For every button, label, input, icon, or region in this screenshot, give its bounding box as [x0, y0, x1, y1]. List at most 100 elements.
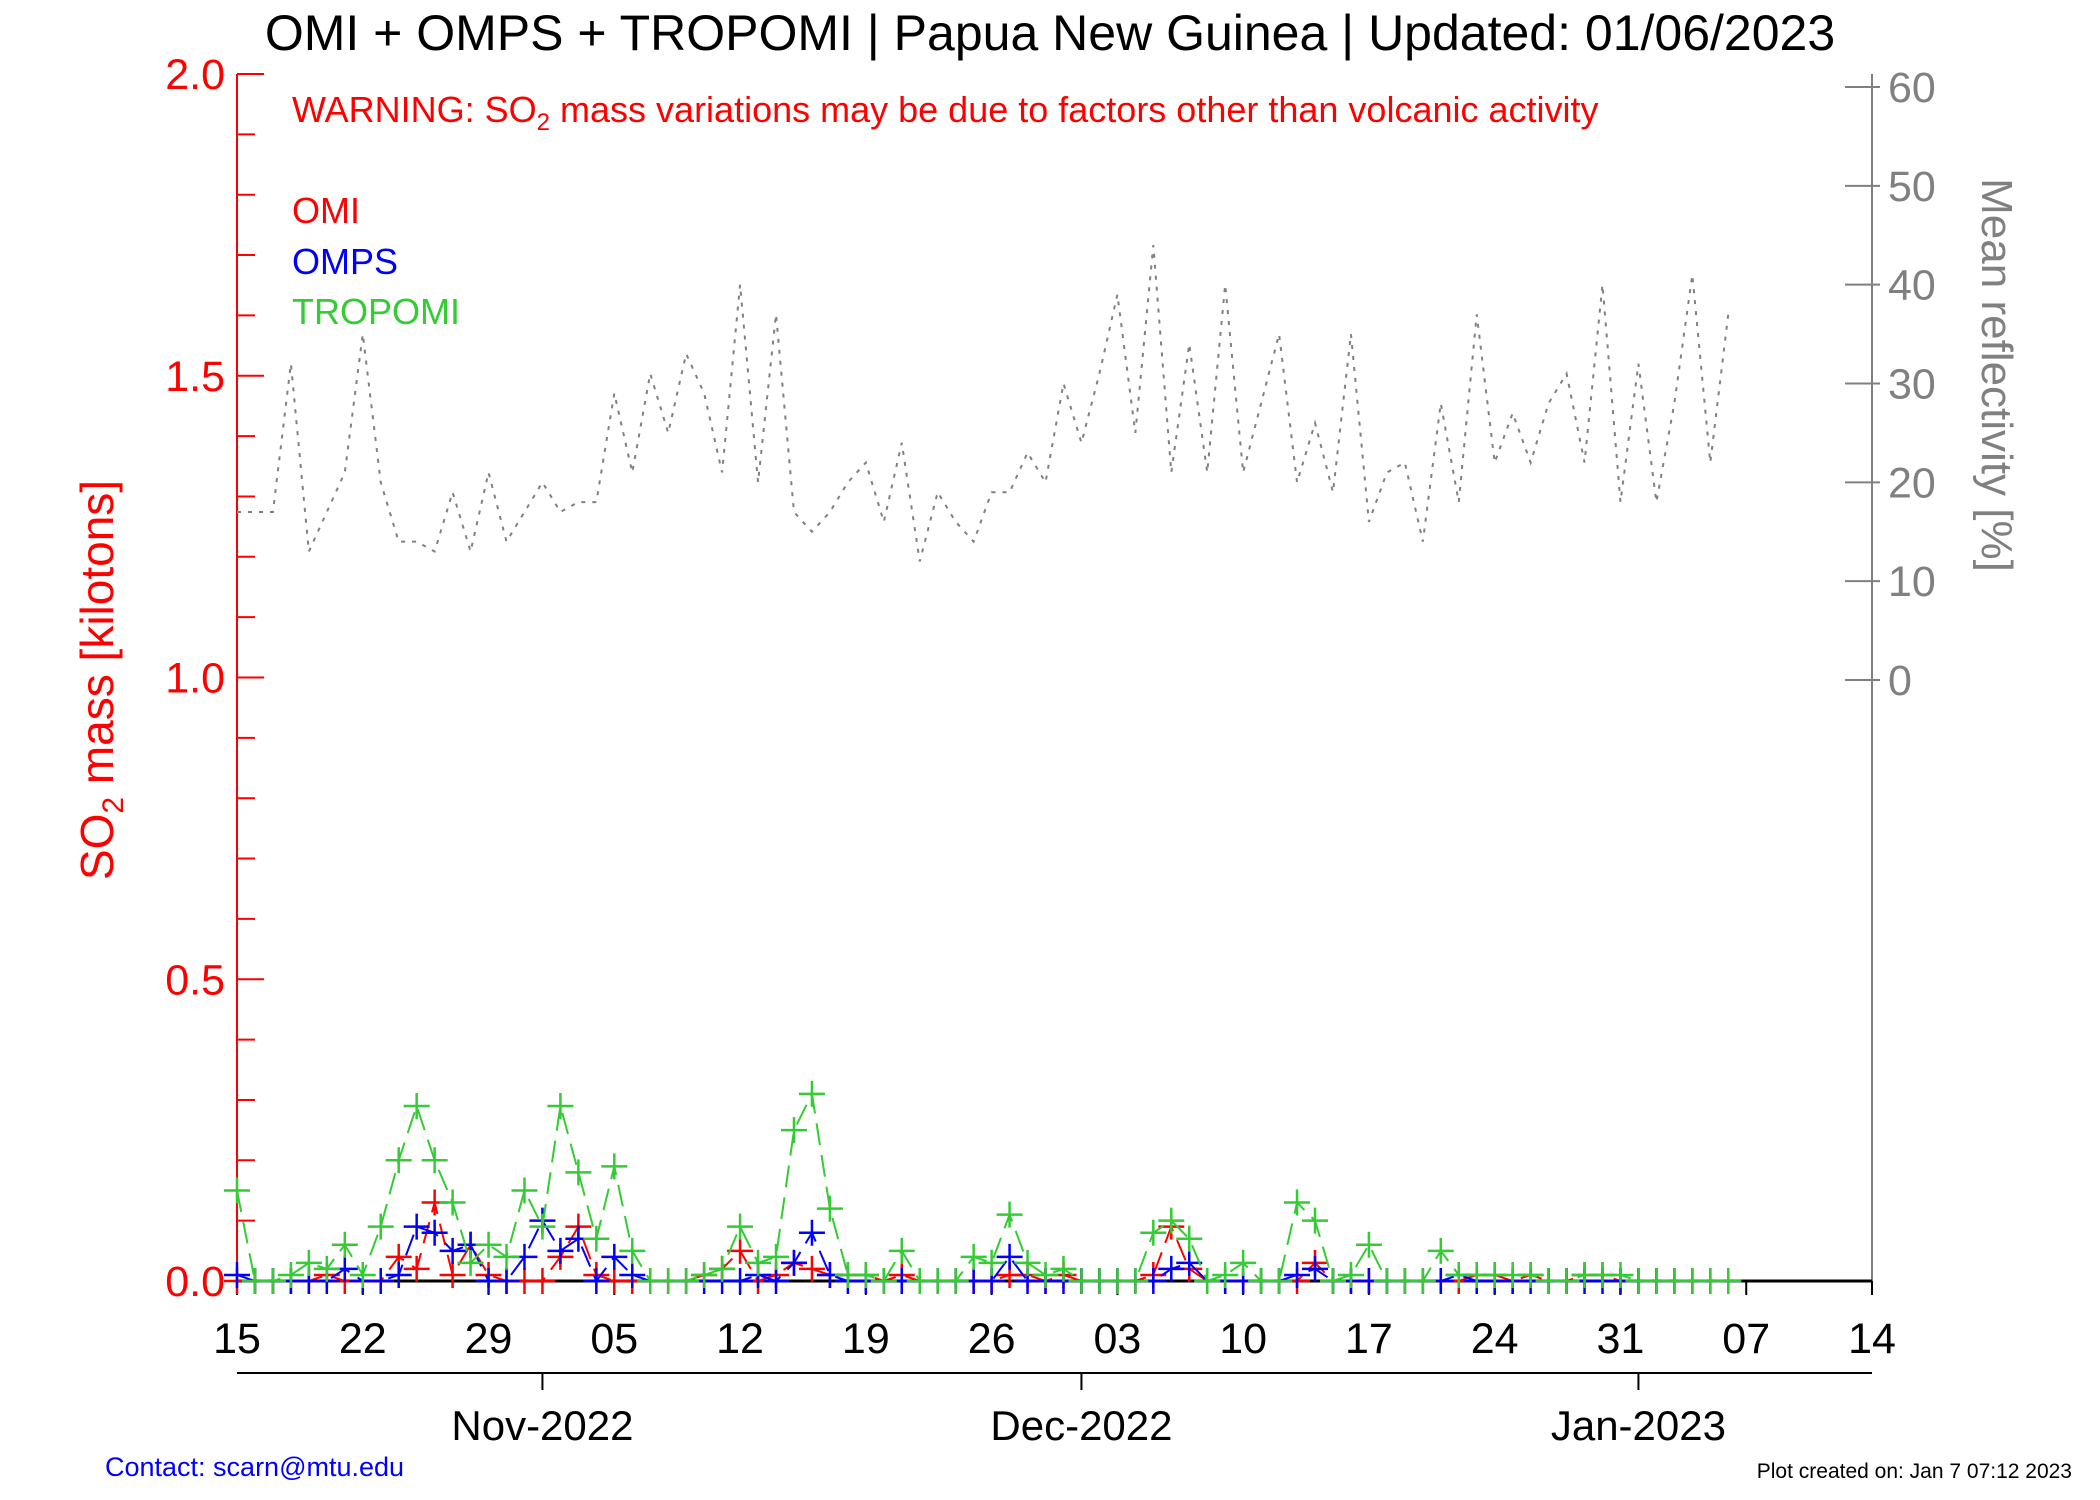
y-tick-label: 0.5: [165, 956, 225, 1004]
x-tick-label: 05: [590, 1315, 638, 1363]
data-point-tropomi: [727, 1213, 754, 1240]
data-point-tropomi: [313, 1255, 340, 1282]
data-point-tropomi: [1158, 1207, 1185, 1234]
data-point-omps: [403, 1213, 430, 1240]
data-point-tropomi: [259, 1268, 286, 1294]
data-point-tropomi: [942, 1268, 969, 1294]
y2-tick-label: 10: [1888, 558, 1936, 606]
data-point-omps: [996, 1243, 1023, 1270]
data-point-omps: [1176, 1249, 1203, 1276]
data-point-tropomi: [1427, 1237, 1454, 1264]
data-point-omps: [493, 1268, 520, 1294]
x-tick-label: 31: [1597, 1315, 1645, 1363]
ylabel-post: mass [kilotons]: [71, 480, 123, 797]
data-point-tropomi: [1176, 1225, 1203, 1252]
series-line-mean-reflectivity: [237, 245, 1730, 562]
data-point-tropomi: [493, 1243, 520, 1270]
data-point-tropomi: [511, 1177, 538, 1204]
contact-link[interactable]: Contact: scarn@mtu.edu: [105, 1452, 404, 1482]
ylabel-sub: 2: [97, 797, 130, 814]
data-point-tropomi: [421, 1147, 448, 1174]
chart-title: OMI + OMPS + TROPOMI | Papua New Guinea …: [265, 5, 1835, 61]
plot-created-text: Plot created on: Jan 7 07:12 2023: [1757, 1460, 2072, 1483]
data-point-tropomi: [1337, 1261, 1364, 1288]
warning-pre: WARNING: SO: [292, 89, 537, 130]
data-point-tropomi: [1715, 1268, 1742, 1294]
data-point-tropomi: [1140, 1219, 1167, 1246]
data-point-tropomi: [601, 1153, 628, 1180]
y2-tick-label: 60: [1888, 64, 1936, 112]
data-point-tropomi: [960, 1243, 987, 1270]
month-label: Nov-2022: [451, 1402, 633, 1449]
data-point-omi: [529, 1268, 556, 1294]
data-point-omps: [547, 1237, 574, 1264]
warning-sub: 2: [537, 109, 550, 136]
ylabel-pre: SO: [71, 814, 123, 880]
data-point-tropomi: [547, 1092, 574, 1119]
data-point-omps: [421, 1219, 448, 1246]
data-point-tropomi: [780, 1117, 807, 1144]
y2-tick-label: 40: [1888, 262, 1936, 310]
y-tick-label: 0.0: [165, 1258, 225, 1306]
data-point-tropomi: [870, 1268, 897, 1294]
data-point-tropomi: [224, 1177, 250, 1204]
x-tick-label: 29: [465, 1315, 513, 1363]
data-point-omi: [727, 1237, 754, 1264]
series-line-omi: [237, 1198, 1729, 1283]
data-point-tropomi: [385, 1147, 412, 1174]
y-tick-label: 1.0: [165, 655, 225, 703]
data-point-tropomi: [475, 1231, 502, 1258]
x-tick-label: 14: [1848, 1315, 1896, 1363]
data-point-omps: [385, 1261, 412, 1288]
data-point-omi: [798, 1255, 825, 1282]
data-point-tropomi: [1194, 1268, 1221, 1294]
data-point-tropomi: [852, 1261, 879, 1288]
data-point-tropomi: [745, 1249, 772, 1276]
x-tick-label: 22: [339, 1315, 387, 1363]
x-tick-label: 15: [213, 1315, 261, 1363]
data-point-tropomi: [619, 1237, 646, 1264]
data-point-tropomi: [1032, 1261, 1059, 1288]
data-point-tropomi: [763, 1243, 790, 1270]
y2-tick-label: 30: [1888, 361, 1936, 409]
data-point-tropomi: [439, 1189, 466, 1216]
y2-axis-label: Mean reflectivity [%]: [1972, 178, 2021, 572]
data-point-tropomi: [978, 1249, 1005, 1276]
data-point-omi: [403, 1255, 430, 1282]
month-label: Dec-2022: [990, 1402, 1172, 1449]
data-point-tropomi: [1212, 1261, 1239, 1288]
month-label: Jan-2023: [1551, 1402, 1726, 1449]
x-tick-label: 10: [1219, 1315, 1267, 1363]
data-point-omps: [780, 1249, 807, 1276]
data-point-tropomi: [709, 1255, 736, 1282]
legend-omps: OMPS: [292, 241, 398, 282]
data-marks: [224, 245, 1742, 1294]
data-point-tropomi: [1319, 1268, 1346, 1294]
data-point-tropomi: [1302, 1207, 1329, 1234]
axes: 0.0 0.5 1.0 1.5 2.0 0 10 20 30 40 50 60 15 22 29 05 12 19…: [165, 51, 1936, 1449]
data-point-tropomi: [1553, 1268, 1580, 1294]
data-point-tropomi: [816, 1195, 843, 1222]
y-axis-label: SO2 mass [kilotons]: [71, 480, 130, 880]
data-point-tropomi: [367, 1213, 394, 1240]
y2-tick-label: 20: [1888, 459, 1936, 507]
legend-omi: OMI: [292, 190, 360, 231]
data-point-tropomi: [673, 1268, 700, 1294]
x-tick-label: 07: [1722, 1315, 1770, 1363]
data-point-tropomi: [1517, 1261, 1544, 1288]
data-point-tropomi: [1355, 1231, 1382, 1258]
data-point-omps: [798, 1219, 825, 1246]
data-point-tropomi: [529, 1213, 556, 1240]
x-tick-label: 03: [1093, 1315, 1141, 1363]
y-tick-label: 2.0: [165, 51, 225, 99]
x-tick-label: 19: [842, 1315, 890, 1363]
warning-post: mass variations may be due to factors ot…: [550, 89, 1598, 130]
y2-tick-label: 0: [1888, 657, 1912, 705]
data-point-omps: [224, 1261, 250, 1288]
data-point-omps: [1158, 1255, 1185, 1282]
data-point-tropomi: [1284, 1189, 1311, 1216]
data-point-tropomi: [349, 1261, 376, 1288]
data-point-omps: [583, 1268, 610, 1294]
data-point-tropomi: [1050, 1255, 1077, 1282]
x-tick-label: 12: [716, 1315, 764, 1363]
